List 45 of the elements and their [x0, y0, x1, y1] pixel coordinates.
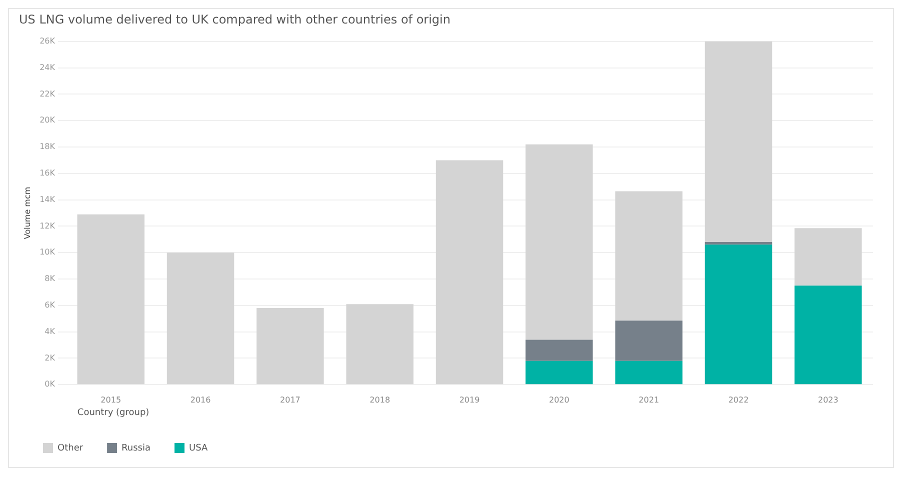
bar	[615, 360, 682, 384]
x-tick-label: 2019	[459, 395, 480, 404]
y-tick-label: 22K	[40, 89, 56, 98]
chart-title: US LNG volume delivered to UK compared with other countries of origin	[19, 12, 450, 26]
legend-title: Country (group)	[77, 408, 150, 418]
bar	[615, 191, 682, 321]
legend-label: Other	[58, 443, 84, 454]
x-tick-label: 2021	[638, 395, 660, 404]
bar	[704, 244, 772, 384]
x-tick-label: 2023	[818, 395, 838, 404]
y-tick-label: 6K	[44, 300, 56, 310]
x-tick-label: 2016	[190, 395, 211, 404]
bar	[615, 320, 682, 361]
bar	[526, 144, 593, 340]
bar	[794, 228, 862, 286]
y-tick-label: 0K	[44, 380, 56, 389]
x-tick-label: 2018	[370, 395, 390, 404]
legend-label: USA	[189, 443, 208, 454]
y-tick-label: 26K	[40, 36, 56, 46]
bar	[346, 304, 414, 384]
bar	[704, 41, 772, 242]
y-tick-label: 14K	[40, 194, 56, 204]
y-tick-label: 16K	[40, 168, 56, 178]
x-tick-label: 2022	[728, 395, 749, 404]
y-tick-label: 2K	[44, 353, 56, 362]
bar	[77, 214, 144, 384]
bar	[256, 308, 324, 384]
y-tick-label: 20K	[40, 116, 56, 125]
bar	[794, 286, 862, 384]
y-tick-label: 24K	[40, 62, 56, 72]
bar	[526, 340, 593, 361]
bar	[436, 160, 504, 384]
x-tick-label: 2020	[548, 395, 570, 404]
x-tick-label: 2017	[280, 395, 300, 404]
legend-label: Russia	[122, 443, 151, 454]
x-tick-label: 2015	[100, 395, 122, 404]
y-axis-title: Volume mcm	[22, 186, 32, 240]
bar	[704, 242, 772, 245]
bar	[526, 360, 593, 384]
bar	[166, 252, 234, 384]
y-tick-label: 12K	[40, 221, 56, 230]
y-tick-label: 4K	[44, 326, 56, 336]
y-tick-label: 10K	[40, 248, 56, 257]
y-tick-label: 18K	[40, 142, 56, 152]
y-tick-label: 8K	[44, 274, 56, 284]
